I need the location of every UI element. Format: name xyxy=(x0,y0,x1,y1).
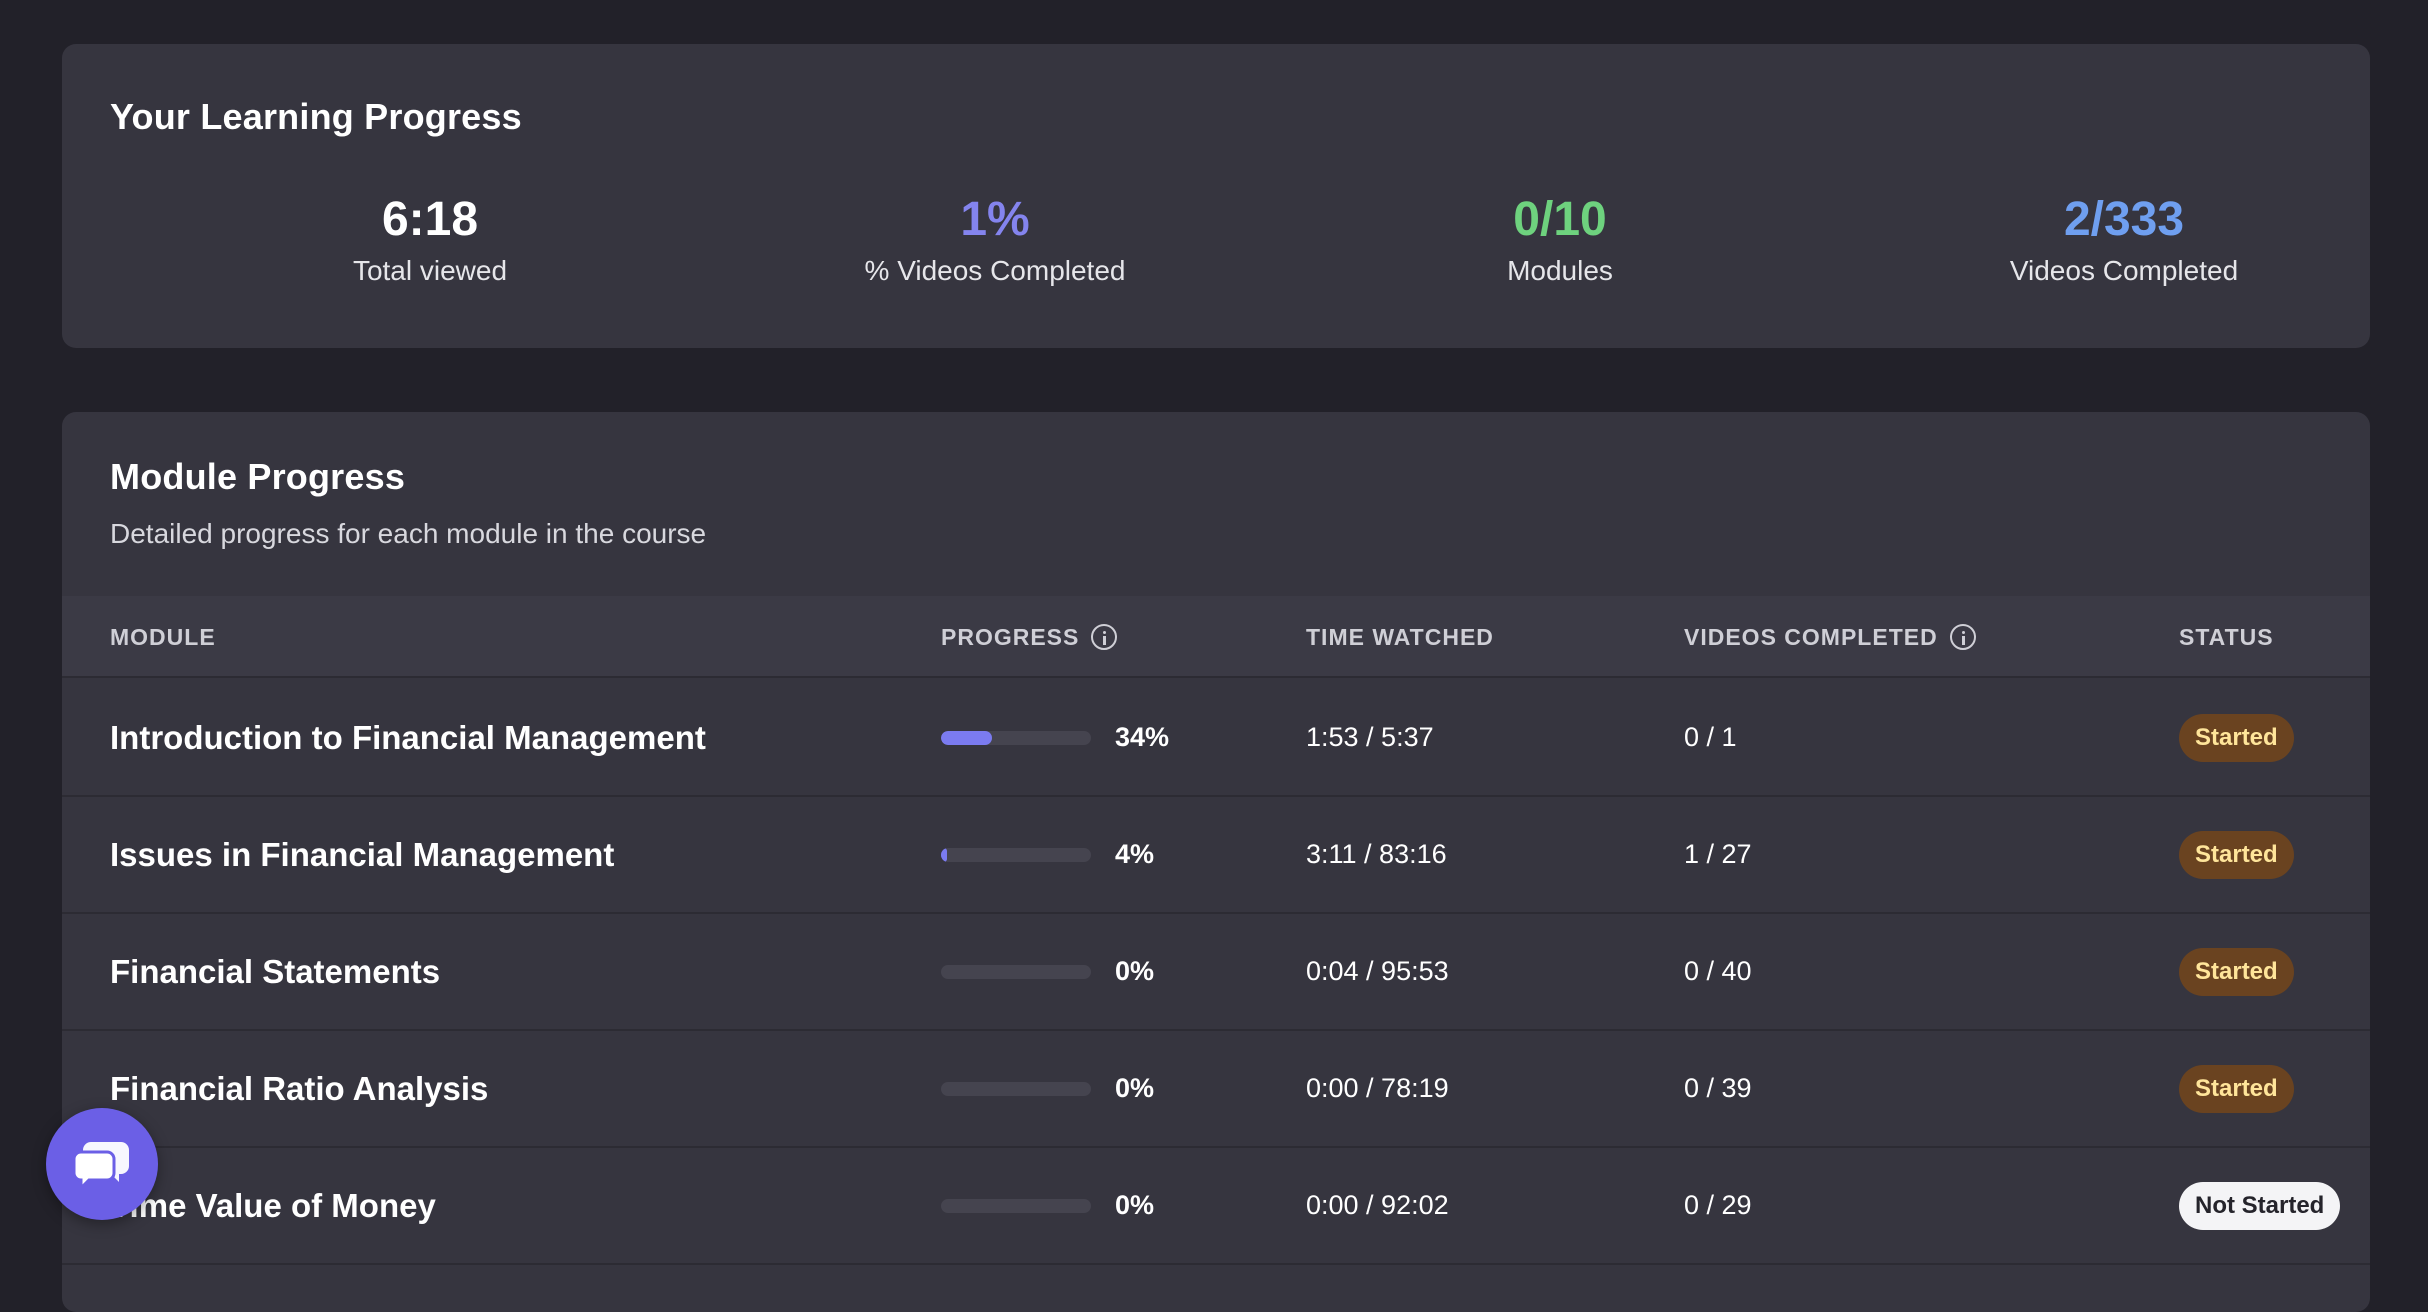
progress-bar-fill xyxy=(941,730,992,745)
column-header-label: MODULE xyxy=(110,624,216,650)
videos-completed: 1 / 27 xyxy=(1684,839,1752,869)
table-row[interactable]: Introduction to Financial Management 34%… xyxy=(62,680,2370,797)
progress-bar-fill xyxy=(941,847,947,862)
stat-total-viewed: 6:18 Total viewed xyxy=(220,193,640,287)
status-badge: Started xyxy=(2179,947,2294,996)
stat-label: Total viewed xyxy=(352,254,508,286)
time-watched: 0:00 / 92:02 xyxy=(1306,1190,1449,1220)
status-badge: Started xyxy=(2179,713,2294,762)
stat-videos-completed: 2/333 Videos Completed xyxy=(1914,193,2334,287)
stat-value: 2/333 xyxy=(2063,193,2185,246)
table-row[interactable]: Time Value of Money 0% 0:00 / 92:02 0 / … xyxy=(62,1148,2370,1265)
videos-completed: 0 / 29 xyxy=(1684,1190,1752,1220)
learning-progress-card: Your Learning Progress 6:18 Total viewed… xyxy=(62,44,2370,348)
module-name[interactable]: Issues in Financial Management xyxy=(110,835,615,873)
column-header-status: STATUS xyxy=(2179,596,2274,678)
table-row[interactable]: Financial Statements 0% 0:04 / 95:53 0 /… xyxy=(62,914,2370,1031)
progress-percent: 0% xyxy=(1115,1190,1155,1220)
status-cell: Not Started xyxy=(2179,1148,2341,1263)
videos-completed: 0 / 40 xyxy=(1684,956,1752,986)
module-progress-card: Module Progress Detailed progress for ea… xyxy=(62,412,2370,1312)
module-progress: 0% xyxy=(941,1148,1154,1263)
status-cell: Started xyxy=(2179,914,2294,1029)
learning-progress-title: Your Learning Progress xyxy=(110,96,522,137)
module-name[interactable]: Financial Ratio Analysis xyxy=(110,1069,489,1107)
module-name[interactable]: Time Value of Money xyxy=(110,1186,436,1224)
progress-bar xyxy=(941,1198,1091,1213)
stat-label: Videos Completed xyxy=(2009,254,2239,286)
column-header-label: TIME WATCHED xyxy=(1306,624,1494,650)
progress-percent: 0% xyxy=(1115,1073,1155,1103)
progress-bar xyxy=(941,730,1091,745)
column-header-videos-completed: VIDEOS COMPLETED xyxy=(1684,596,1976,678)
chat-bubbles-icon xyxy=(73,1142,129,1190)
stat-value: 6:18 xyxy=(381,193,479,246)
status-cell: Started xyxy=(2179,797,2294,912)
module-progress: 0% xyxy=(941,914,1154,1029)
time-watched: 0:04 / 95:53 xyxy=(1306,956,1449,986)
status-cell: Started xyxy=(2179,1031,2294,1146)
column-header-label: PROGRESS xyxy=(941,624,1080,650)
column-header-label: STATUS xyxy=(2179,624,2274,650)
videos-completed: 0 / 39 xyxy=(1684,1073,1752,1103)
column-header-label: VIDEOS COMPLETED xyxy=(1684,624,1938,650)
stat-value: 0/10 xyxy=(1513,193,1607,246)
stat-label: Modules xyxy=(1507,254,1613,286)
progress-percent: 34% xyxy=(1115,722,1170,752)
stat-modules: 0/10 Modules xyxy=(1350,193,1770,287)
module-name[interactable]: Financial Statements xyxy=(110,952,441,990)
time-watched: 0:00 / 78:19 xyxy=(1306,1073,1449,1103)
videos-completed: 0 / 1 xyxy=(1684,722,1737,752)
progress-stats: 6:18 Total viewed 1% % Videos Completed … xyxy=(62,193,2370,304)
info-icon[interactable] xyxy=(1949,624,1976,650)
status-cell: Started xyxy=(2179,680,2294,795)
progress-percent: 0% xyxy=(1115,956,1155,986)
info-icon[interactable] xyxy=(1091,624,1118,650)
stat-label: % Videos Completed xyxy=(864,254,1126,286)
time-watched: 3:11 / 83:16 xyxy=(1306,839,1447,869)
stat-value: 1% xyxy=(960,193,1030,246)
column-header-progress: PROGRESS xyxy=(941,596,1118,678)
progress-bar xyxy=(941,964,1091,979)
status-badge: Started xyxy=(2179,830,2294,879)
table-header: MODULE PROGRESS TIME WATCHED VIDEOS COMP… xyxy=(62,596,2370,678)
time-watched: 1:53 / 5:37 xyxy=(1306,722,1434,752)
module-progress: 0% xyxy=(941,1031,1154,1146)
module-name[interactable]: Introduction to Financial Management xyxy=(110,718,706,756)
module-progress-subtitle: Detailed progress for each module in the… xyxy=(110,518,707,549)
stat-videos-completed-percent: 1% % Videos Completed xyxy=(785,193,1205,287)
progress-bar xyxy=(941,847,1091,862)
status-badge: Not Started xyxy=(2179,1181,2341,1230)
column-header-time-watched: TIME WATCHED xyxy=(1306,596,1494,678)
module-progress: 34% xyxy=(941,680,1169,795)
table-row[interactable]: Financial Ratio Analysis 0% 0:00 / 78:19… xyxy=(62,1031,2370,1148)
column-header-module: MODULE xyxy=(110,596,216,678)
module-progress-title: Module Progress xyxy=(110,456,406,497)
module-progress: 4% xyxy=(941,797,1154,912)
progress-bar xyxy=(941,1081,1091,1096)
progress-percent: 4% xyxy=(1115,839,1155,869)
chat-button[interactable] xyxy=(46,1108,158,1220)
status-badge: Started xyxy=(2179,1064,2294,1113)
table-row[interactable]: Issues in Financial Management 4% 3:11 /… xyxy=(62,797,2370,914)
